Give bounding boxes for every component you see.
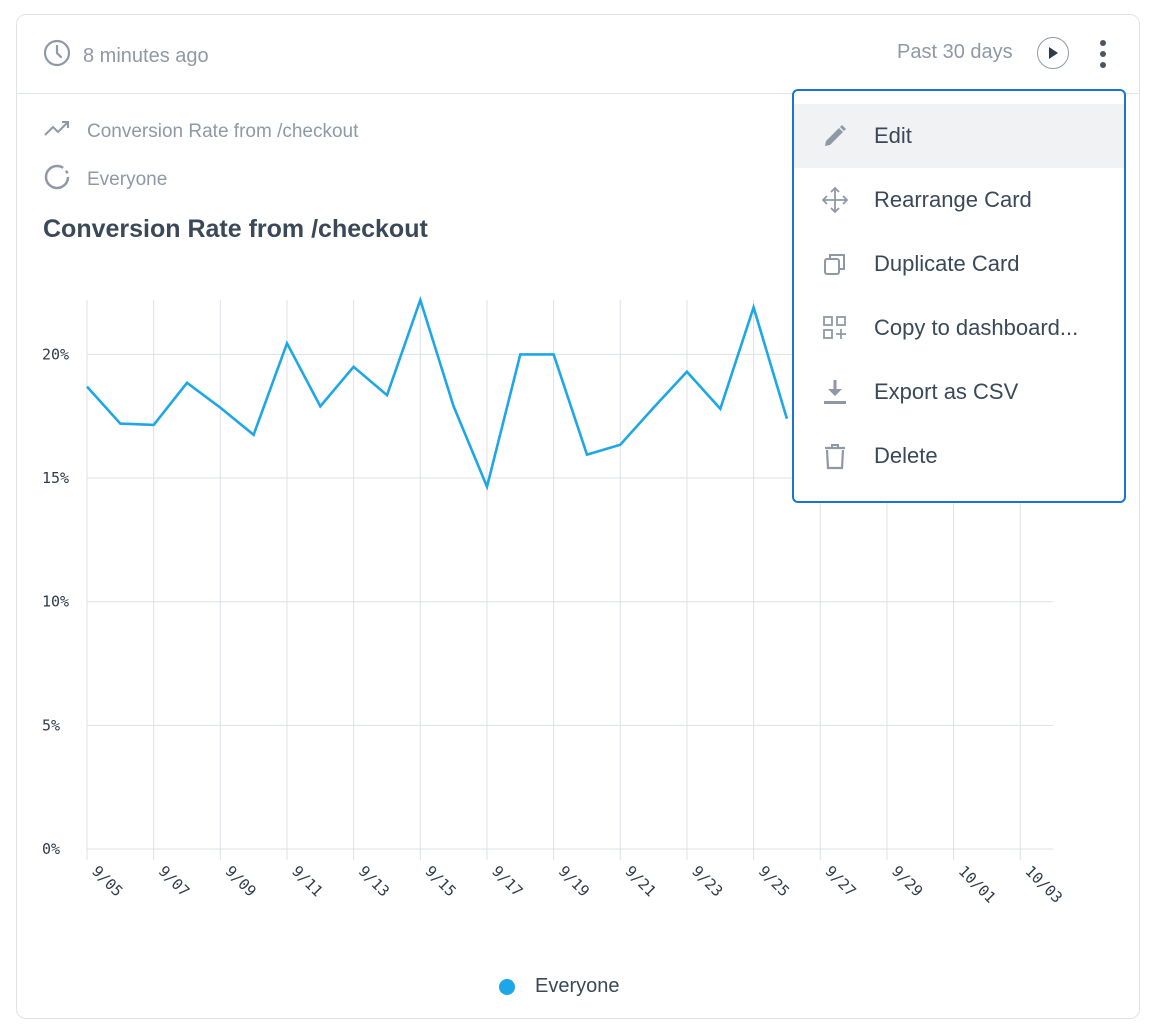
move-arrows-icon	[820, 185, 850, 215]
menu-item-rearrange[interactable]: Rearrange Card	[794, 168, 1124, 232]
legend-label: Everyone	[535, 975, 620, 997]
menu-item-label: Export as CSV	[874, 379, 1019, 404]
y-tick-label: 5%	[42, 716, 60, 734]
download-icon	[820, 377, 850, 407]
card-header: 8 minutes ago Past 30 days	[17, 15, 1139, 94]
play-button[interactable]	[1037, 37, 1069, 69]
y-tick-label: 10%	[42, 593, 69, 611]
x-tick-label: 9/05	[88, 862, 126, 900]
pencil-icon	[820, 121, 850, 151]
kebab-dot	[1100, 40, 1106, 46]
chart-title: Conversion Rate from /checkout	[43, 215, 428, 243]
more-options-button[interactable]	[1091, 37, 1115, 71]
x-tick-label: 9/23	[688, 862, 726, 900]
x-tick-label: 9/19	[555, 862, 593, 900]
updated-text: 8 minutes ago	[83, 44, 209, 67]
y-tick-label: 15%	[42, 469, 69, 487]
y-tick-label: 20%	[42, 345, 69, 363]
segment-label: Everyone	[87, 169, 168, 190]
menu-item-label: Delete	[874, 443, 938, 468]
play-icon	[1049, 47, 1058, 59]
menu-item-export-csv[interactable]: Export as CSV	[794, 360, 1124, 424]
clock-icon	[43, 39, 71, 73]
series-line-everyone	[86, 295, 789, 491]
segment-icon	[43, 163, 71, 197]
x-tick-label: 9/11	[288, 862, 326, 900]
x-tick-label: 9/29	[888, 862, 926, 900]
card-options-menu: Edit Rearrange Card Duplicate Card Copy …	[792, 89, 1126, 503]
x-tick-label: 10/01	[955, 862, 1000, 907]
x-tick-label: 9/17	[488, 862, 526, 900]
trash-icon	[820, 441, 850, 471]
legend-dot	[499, 978, 515, 995]
menu-item-edit[interactable]: Edit	[794, 104, 1124, 168]
time-range[interactable]: Past 30 days	[897, 41, 1013, 63]
trend-up-icon	[43, 119, 71, 145]
menu-item-label: Rearrange Card	[874, 187, 1032, 212]
x-tick-label: 9/07	[155, 862, 193, 900]
x-tick-label: 9/27	[821, 862, 859, 900]
menu-item-label: Duplicate Card	[874, 251, 1020, 276]
y-tick-label: 0%	[42, 840, 60, 858]
menu-item-copy-to-dashboard[interactable]: Copy to dashboard...	[794, 296, 1124, 360]
segment-meta: Everyone	[43, 163, 167, 197]
duplicate-icon	[820, 249, 850, 279]
grid-plus-icon	[820, 313, 850, 343]
x-tick-label: 9/13	[355, 862, 393, 900]
menu-item-duplicate[interactable]: Duplicate Card	[794, 232, 1124, 296]
x-tick-label: 9/21	[621, 862, 659, 900]
x-tick-label: 9/09	[221, 862, 259, 900]
kebab-dot	[1100, 62, 1106, 68]
metric-meta: Conversion Rate from /checkout	[43, 119, 358, 145]
x-tick-label: 9/15	[421, 862, 459, 900]
x-tick-label: 10/03	[1021, 862, 1066, 907]
chart-legend: Everyone	[499, 975, 620, 998]
menu-item-label: Edit	[874, 123, 912, 148]
menu-item-delete[interactable]: Delete	[794, 424, 1124, 488]
x-tick-label: 9/25	[755, 862, 793, 900]
last-updated: 8 minutes ago	[43, 39, 209, 73]
menu-item-label: Copy to dashboard...	[874, 315, 1079, 340]
metric-label: Conversion Rate from /checkout	[87, 121, 359, 142]
kebab-dot	[1100, 51, 1106, 57]
